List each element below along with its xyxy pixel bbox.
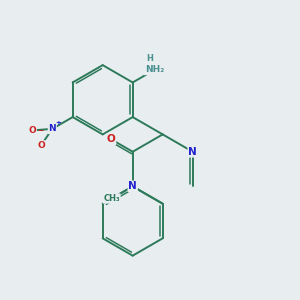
Text: CH₃: CH₃ [103,194,120,203]
Text: −: − [37,126,43,135]
Text: H: H [147,54,154,63]
Text: NH₂: NH₂ [145,65,164,74]
Text: +: + [56,120,62,126]
Text: N: N [128,182,137,191]
Text: O: O [107,134,116,144]
Text: N: N [49,124,56,134]
Text: N: N [188,147,197,157]
Text: O: O [28,126,36,135]
Text: O: O [37,141,45,150]
